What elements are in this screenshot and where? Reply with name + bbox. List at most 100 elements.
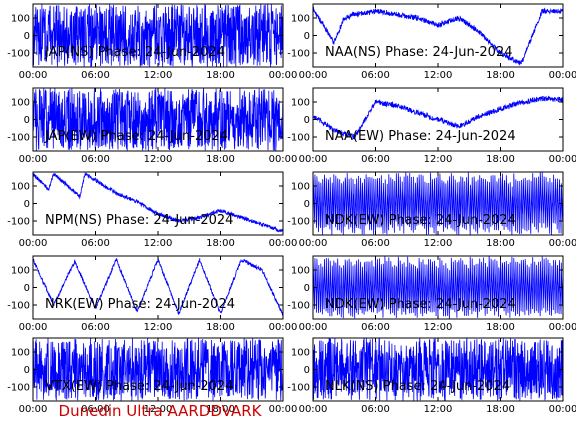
x-tick-label: 00:00 <box>269 154 298 165</box>
x-tick-label: 00:00 <box>269 70 298 81</box>
x-tick-label: 00:00 <box>269 238 298 249</box>
series-line <box>313 95 563 140</box>
x-tick-label: 00:00 <box>19 404 48 415</box>
y-tick-label: 100 <box>291 182 310 193</box>
x-tick-label: 18:00 <box>206 322 235 333</box>
x-tick-label: 18:00 <box>486 322 515 333</box>
chart-panel-2: 100 0 -100 00:00 06:00 12:00 18:00 00:00 NAA(NS)… <box>287 3 576 81</box>
chart-panel-7: 100 0 -100 00:00 06:00 12:00 18:00 00:00 NRK(EW)… <box>7 255 298 333</box>
x-tick-label: 06:00 <box>361 154 390 165</box>
y-tick-label: 0 <box>304 115 310 126</box>
x-tick-label: 00:00 <box>549 70 576 81</box>
x-tick-label: 06:00 <box>81 154 110 165</box>
panel-title: NDK(EW) Phase: 24-Jun-2024 <box>325 213 516 228</box>
y-tick-label: -100 <box>7 217 30 228</box>
x-tick-label: 12:00 <box>424 238 453 249</box>
x-tick-label: 00:00 <box>299 154 328 165</box>
panel-title: JAP(EW) Phase: 24-Jun-2024 <box>44 129 228 144</box>
chart-panel-1: 100 0 -100 00:00 06:00 12:00 18:00 00:00 JAP(NS)… <box>7 3 298 81</box>
x-tick-label: 06:00 <box>361 322 390 333</box>
series-line <box>33 88 283 151</box>
y-tick-label: 100 <box>291 14 310 25</box>
x-tick-label: 00:00 <box>19 238 48 249</box>
x-tick-label: 00:00 <box>19 154 48 165</box>
panel-title: VTX(EW) Phase: 24-Jun-2024 <box>45 379 233 394</box>
panel-title: NPM(NS) Phase: 24-Jun-2024 <box>45 213 233 228</box>
y-tick-label: -100 <box>7 383 30 394</box>
panel-title: JAP(NS) Phase: 24-Jun-2024 <box>44 45 225 60</box>
x-tick-label: 00:00 <box>299 322 328 333</box>
x-tick-label: 12:00 <box>424 404 453 415</box>
y-tick-label: 0 <box>304 31 310 42</box>
series-line <box>33 257 283 317</box>
x-tick-label: 12:00 <box>424 70 453 81</box>
y-tick-label: 0 <box>304 283 310 294</box>
y-tick-label: 0 <box>304 199 310 210</box>
x-tick-label: 18:00 <box>486 70 515 81</box>
plot-area <box>33 172 283 235</box>
panel-title: NAA(NS) Phase: 24-Jun-2024 <box>325 45 513 60</box>
y-tick-label: -100 <box>7 301 30 312</box>
chart-panel-4: 100 0 -100 00:00 06:00 12:00 18:00 00:00 NAA(EW)… <box>287 87 576 165</box>
x-tick-label: 00:00 <box>549 238 576 249</box>
y-tick-label: 0 <box>24 283 30 294</box>
y-tick-label: -100 <box>7 133 30 144</box>
x-tick-label: 06:00 <box>81 322 110 333</box>
y-tick-label: 0 <box>24 31 30 42</box>
x-tick-label: 06:00 <box>361 70 390 81</box>
panel-title: NRK(EW) Phase: 24-Jun-2024 <box>45 297 235 312</box>
y-tick-label: 100 <box>11 182 30 193</box>
x-tick-label: 06:00 <box>81 70 110 81</box>
y-tick-label: 100 <box>11 98 30 109</box>
y-tick-label: 100 <box>291 266 310 277</box>
x-tick-label: 12:00 <box>144 154 173 165</box>
panel-title: NDK(EW) Phase: 24-Jun-2024 <box>325 297 516 312</box>
x-tick-label: 12:00 <box>144 404 173 415</box>
series-line <box>33 172 283 233</box>
y-tick-label: 100 <box>11 14 30 25</box>
footer-credit: Dunedin Ultra AARDDVARK <box>58 402 262 420</box>
y-tick-label: 100 <box>11 348 30 359</box>
x-tick-label: 18:00 <box>206 70 235 81</box>
y-tick-label: 100 <box>291 348 310 359</box>
x-tick-label: 18:00 <box>206 404 235 415</box>
y-tick-label: -100 <box>287 301 310 312</box>
series-line <box>33 338 283 401</box>
plot-area <box>33 256 283 319</box>
x-tick-label: 12:00 <box>144 322 173 333</box>
x-tick-label: 06:00 <box>361 404 390 415</box>
x-tick-label: 18:00 <box>486 404 515 415</box>
x-tick-label: 06:00 <box>81 238 110 249</box>
y-tick-label: 0 <box>304 365 310 376</box>
y-tick-label: -100 <box>287 133 310 144</box>
chart-panel-3: 100 0 -100 00:00 06:00 12:00 18:00 00:00 JAP(EW)… <box>7 87 298 165</box>
series-line <box>313 6 563 66</box>
x-tick-label: 18:00 <box>206 154 235 165</box>
x-tick-label: 00:00 <box>19 322 48 333</box>
x-tick-label: 00:00 <box>299 238 328 249</box>
x-tick-label: 00:00 <box>299 404 328 415</box>
x-tick-label: 00:00 <box>269 404 298 415</box>
chart-panel-10: 100 0 -100 00:00 06:00 12:00 18:00 00:00 NLK(NS)… <box>287 337 576 415</box>
x-tick-label: 12:00 <box>424 322 453 333</box>
x-tick-label: 00:00 <box>269 322 298 333</box>
y-tick-label: -100 <box>287 383 310 394</box>
y-tick-label: 0 <box>24 199 30 210</box>
y-tick-label: -100 <box>287 217 310 228</box>
x-tick-label: 06:00 <box>81 404 110 415</box>
y-tick-label: 0 <box>24 365 30 376</box>
x-tick-label: 00:00 <box>299 70 328 81</box>
x-tick-label: 00:00 <box>19 70 48 81</box>
x-tick-label: 18:00 <box>206 238 235 249</box>
y-tick-label: 100 <box>291 98 310 109</box>
y-tick-label: -100 <box>7 49 30 60</box>
x-tick-label: 00:00 <box>549 154 576 165</box>
y-tick-label: 100 <box>11 266 30 277</box>
chart-panel-6: 100 0 -100 00:00 06:00 12:00 18:00 00:00 NDK(EW)… <box>287 171 576 249</box>
x-tick-label: 06:00 <box>361 238 390 249</box>
x-tick-label: 18:00 <box>486 238 515 249</box>
y-tick-label: 0 <box>24 115 30 126</box>
series-line <box>33 4 283 67</box>
